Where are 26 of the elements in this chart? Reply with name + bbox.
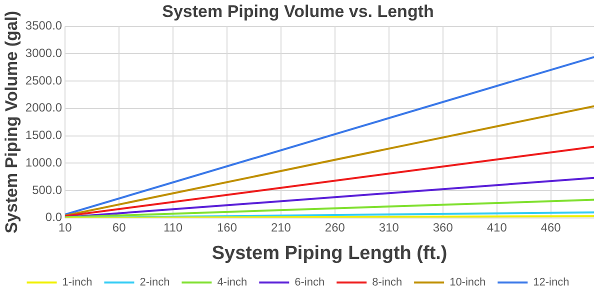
x-tick-label: 110 <box>163 220 183 234</box>
legend-label: 8-inch <box>372 276 402 289</box>
x-axis-title: System Piping Length (ft.) <box>212 242 448 264</box>
legend-label: 10-inch <box>450 276 486 289</box>
x-tick-label: 310 <box>378 220 400 234</box>
y-axis-title: System Piping Volume (gal) <box>2 10 21 234</box>
legend-label: 12-inch <box>533 276 570 289</box>
legend-label: 6-inch <box>294 276 325 289</box>
y-tick-label: 3500.0 <box>25 18 62 33</box>
x-tick-label: 210 <box>270 220 292 234</box>
x-tick-label: 160 <box>216 220 238 234</box>
y-tick-label: 1000.0 <box>25 155 62 170</box>
legend-label: 1-inch <box>62 276 92 289</box>
y-tick-label: 1500.0 <box>25 128 62 142</box>
legend-label: 2-inch <box>140 276 170 289</box>
y-tick-label: 2500.0 <box>25 73 62 88</box>
x-tick-label: 60 <box>112 220 126 234</box>
legend-label: 4-inch <box>217 276 248 289</box>
x-tick-label: 410 <box>486 220 508 234</box>
x-tick-label: 360 <box>432 220 454 234</box>
x-tick-label: 460 <box>540 220 562 234</box>
y-tick-label: 3000.0 <box>25 46 62 60</box>
x-tick-label: 260 <box>324 220 346 234</box>
y-tick-label: 2000.0 <box>25 100 62 115</box>
chart-title: System Piping Volume vs. Length <box>162 2 434 21</box>
y-tick-label: 500.0 <box>32 182 62 197</box>
